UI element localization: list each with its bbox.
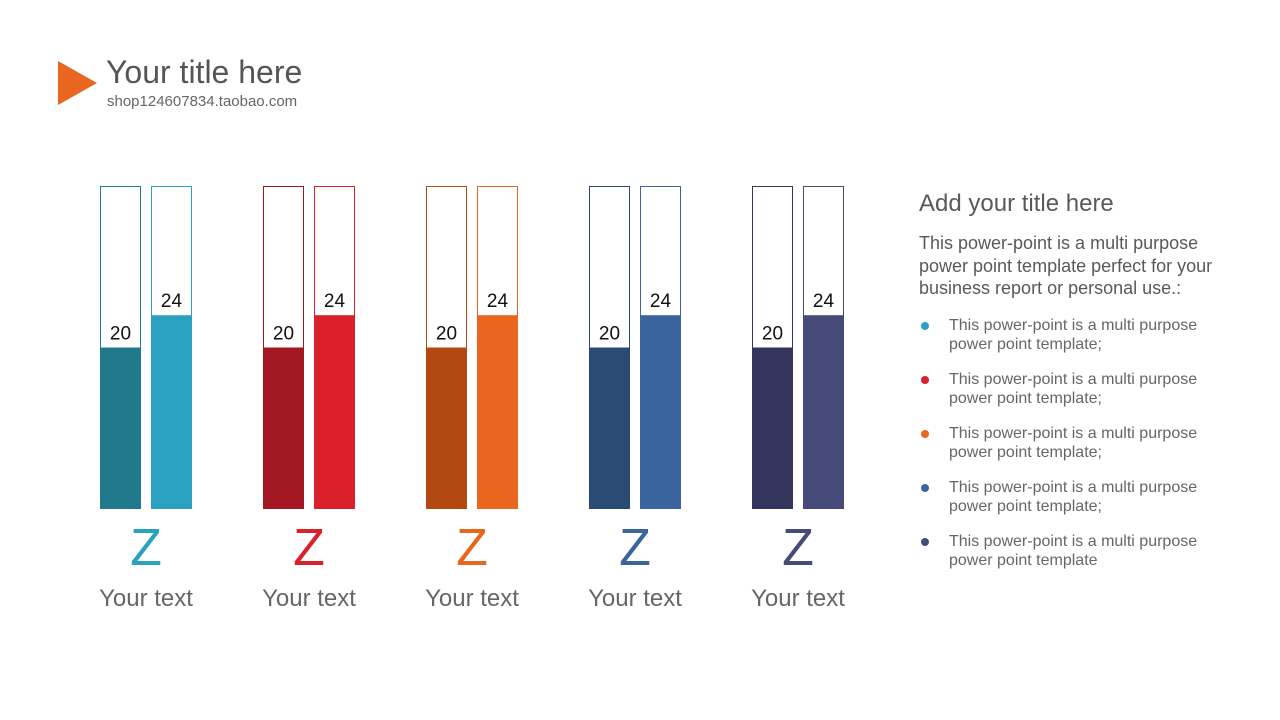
bar [100, 347, 141, 509]
bullet-item: This power-point is a multi purpose powe… [919, 478, 1239, 517]
group-letter: Z [456, 519, 488, 577]
bar-value-label: 24 [324, 291, 346, 312]
bar-value-label: 20 [599, 324, 620, 345]
bar-chart: 20 24 20 24 20 24 20 24 20 24 Z Your text Z Your tex… [99, 186, 845, 612]
bar [151, 315, 192, 509]
bullet-item: This power-point is a multi purpose powe… [919, 532, 1239, 571]
bar-value-label: 24 [650, 291, 672, 312]
bullet-dot-icon [921, 537, 929, 546]
bar [752, 347, 793, 509]
bar [263, 347, 304, 509]
bullet-list: This power-point is a multi purpose powe… [919, 316, 1239, 571]
group-label: Your text [751, 585, 845, 612]
side-intro: This power-point is a multi purpose powe… [919, 233, 1213, 298]
page-title: Your title here [106, 54, 303, 90]
side-panel: Add your title here This power-point is … [919, 190, 1239, 586]
group-label: Your text [588, 585, 682, 612]
chart-svg: 20 24 20 24 20 24 20 24 20 24 [100, 186, 844, 509]
page-subtitle: shop124607834.taobao.com [107, 93, 298, 110]
side-title: Add your title here [919, 190, 1114, 217]
play-triangle-icon [58, 61, 97, 105]
bullet-text: This power-point is a multi purpose powe… [949, 478, 1198, 516]
bar [314, 315, 355, 509]
bar-value-label: 20 [436, 324, 457, 345]
group-label: Your text [99, 585, 193, 612]
bullet-item: This power-point is a multi purpose powe… [919, 316, 1239, 355]
bar [589, 347, 630, 509]
bar-value-label: 24 [487, 291, 509, 312]
group-label: Your text [425, 585, 519, 612]
bullet-item: This power-point is a multi purpose powe… [919, 424, 1239, 463]
bar-value-label: 20 [273, 324, 294, 345]
group-letter: Z [782, 519, 814, 577]
bullet-dot-icon [921, 321, 929, 330]
group-label: Your text [262, 585, 356, 612]
group-letter: Z [619, 519, 651, 577]
group-letter: Z [293, 519, 325, 577]
bar-value-label: 20 [110, 324, 131, 345]
bullet-text: This power-point is a multi purpose powe… [949, 532, 1198, 570]
bullet-text: This power-point is a multi purpose powe… [949, 424, 1198, 462]
bullet-text: This power-point is a multi purpose powe… [949, 316, 1198, 354]
bullet-dot-icon [921, 483, 929, 492]
bar-value-label: 20 [762, 324, 783, 345]
group-letter: Z [130, 519, 162, 577]
bar-value-label: 24 [813, 291, 835, 312]
bullet-text: This power-point is a multi purpose powe… [949, 370, 1198, 408]
bar [477, 315, 518, 509]
bullet-dot-icon [921, 429, 929, 438]
bullet-dot-icon [921, 375, 929, 384]
bullet-item: This power-point is a multi purpose powe… [919, 370, 1239, 409]
bar [426, 347, 467, 509]
bar [640, 315, 681, 509]
bar-value-label: 24 [161, 291, 183, 312]
bar [803, 315, 844, 509]
